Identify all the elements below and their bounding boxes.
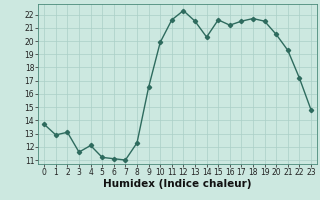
X-axis label: Humidex (Indice chaleur): Humidex (Indice chaleur) bbox=[103, 179, 252, 189]
